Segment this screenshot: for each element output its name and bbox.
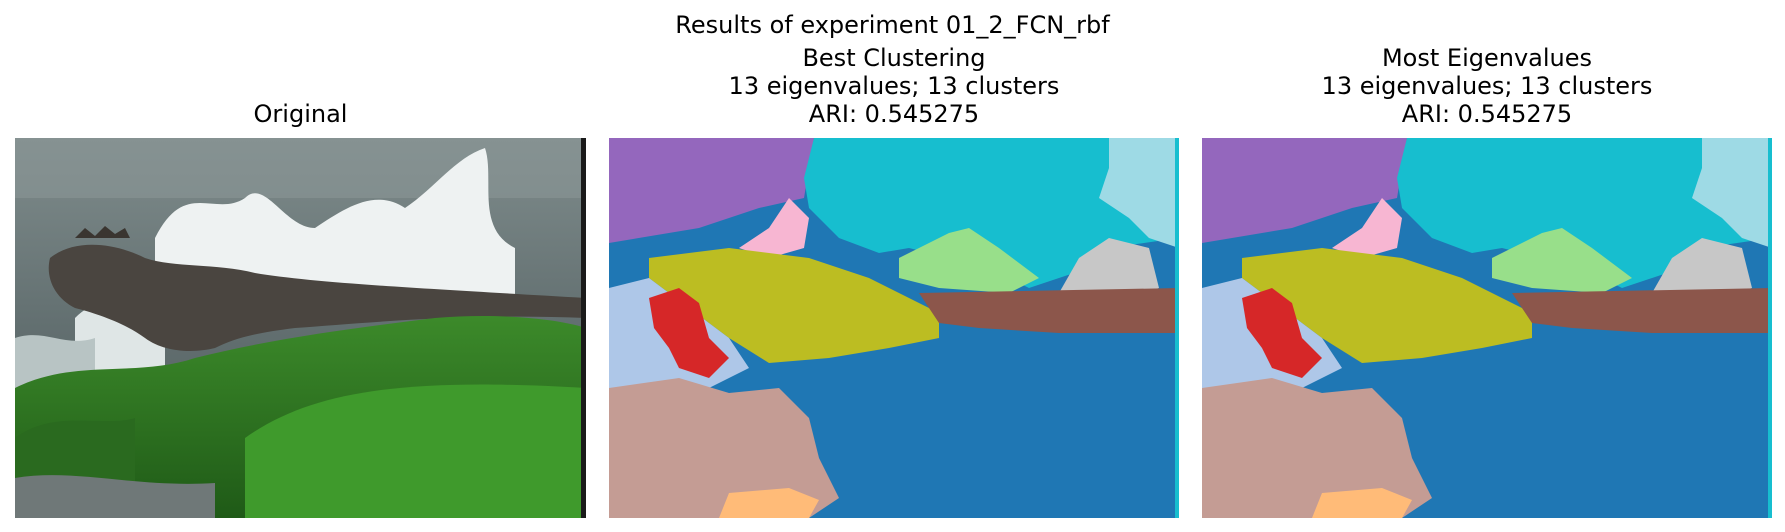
panel-title-best-clustering: Best Clustering 13 eigenvalues; 13 clust…	[609, 44, 1179, 128]
title-line: ARI: 0.545275	[1401, 100, 1573, 128]
panel-original: Original	[15, 0, 586, 532]
title-line: Best Clustering	[802, 44, 986, 72]
panel-title-most-eigenvalues: Most Eigenvalues 13 eigenvalues; 13 clus…	[1202, 44, 1772, 128]
segmentation-map-most	[1202, 138, 1772, 518]
figure-suptitle: Results of experiment 01_2_FCN_rbf	[675, 11, 1110, 39]
title-line: 13 eigenvalues; 13 clusters	[728, 72, 1060, 100]
title-line: ARI: 0.545275	[808, 100, 980, 128]
panel-most-eigenvalues: Most Eigenvalues 13 eigenvalues; 13 clus…	[1202, 0, 1772, 532]
title-line: 13 eigenvalues; 13 clusters	[1321, 72, 1653, 100]
title-line: Most Eigenvalues	[1381, 44, 1593, 72]
original-photo	[15, 138, 586, 518]
title-line: Original	[253, 100, 348, 128]
panel-title-original: Original	[15, 100, 586, 128]
panel-best-clustering: Best Clustering 13 eigenvalues; 13 clust…	[609, 0, 1179, 532]
segmentation-map-best	[609, 138, 1179, 518]
